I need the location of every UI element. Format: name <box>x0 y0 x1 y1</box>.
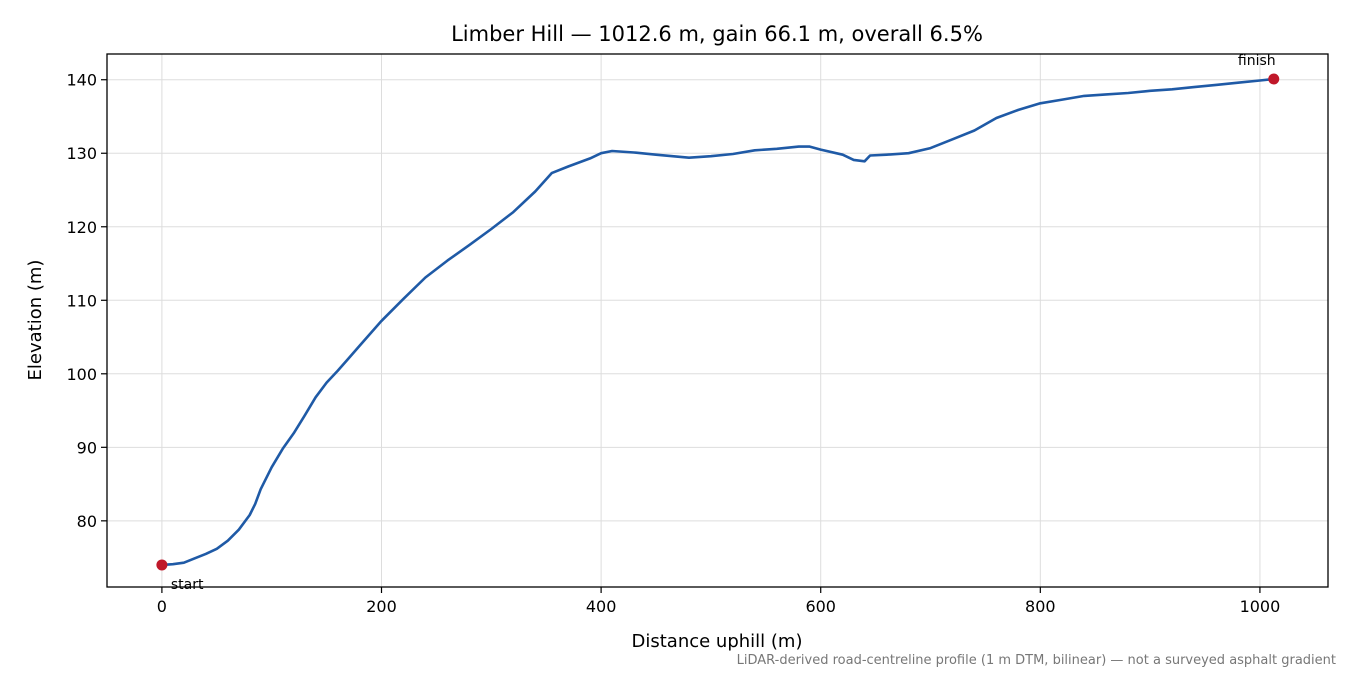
y-tick-label: 90 <box>77 438 97 457</box>
grid <box>107 54 1328 587</box>
x-tick-label: 200 <box>366 597 397 616</box>
start-label: start <box>171 577 204 593</box>
y-tick-label: 80 <box>77 512 97 531</box>
chart-title: Limber Hill — 1012.6 m, gain 66.1 m, ove… <box>451 22 983 46</box>
x-axis-label: Distance uphill (m) <box>632 631 803 652</box>
y-tick-label: 130 <box>66 144 97 163</box>
start-marker <box>156 559 168 571</box>
y-axis-ticks: 80 90 100 110 120 130 140 <box>66 71 107 531</box>
x-tick-label: 400 <box>586 597 617 616</box>
y-axis-label: Elevation (m) <box>25 260 46 381</box>
finish-label: finish <box>1238 53 1276 69</box>
y-tick-label: 100 <box>66 365 97 384</box>
y-tick-label: 110 <box>66 291 97 310</box>
y-tick-label: 120 <box>66 218 97 237</box>
x-tick-label: 600 <box>805 597 836 616</box>
x-tick-label: 0 <box>157 597 167 616</box>
finish-marker <box>1268 73 1280 85</box>
x-axis-ticks: 0 200 400 600 800 1000 <box>157 587 1280 616</box>
y-tick-label: 140 <box>66 71 97 90</box>
elevation-line <box>160 77 1276 567</box>
plot-frame <box>106 53 1329 588</box>
footnote: LiDAR-derived road-centreline profile (1… <box>737 653 1336 668</box>
x-tick-label: 800 <box>1025 597 1056 616</box>
x-tick-label: 1000 <box>1240 597 1281 616</box>
markers: start finish <box>156 53 1280 593</box>
